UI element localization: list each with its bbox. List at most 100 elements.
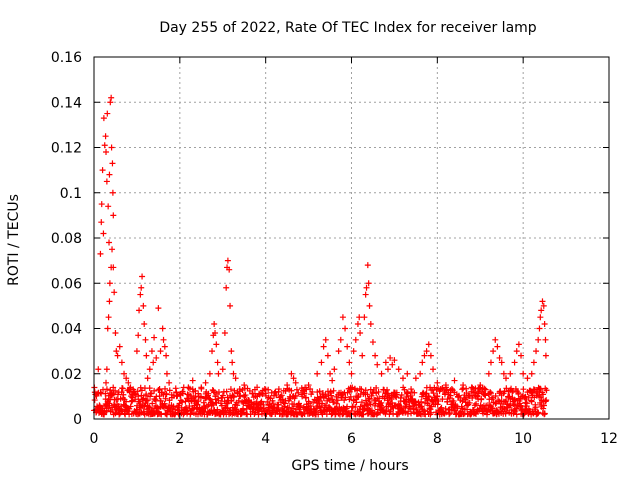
x-axis-label: GPS time / hours — [291, 458, 408, 474]
axis-ticks — [93, 56, 610, 420]
data-point — [232, 375, 239, 382]
band-point — [531, 386, 538, 393]
band-point — [532, 404, 539, 411]
data-point — [219, 366, 226, 373]
y-tick-label: 0.06 — [51, 276, 82, 292]
data-point — [425, 341, 432, 348]
band-point — [373, 411, 380, 418]
x-tick-label: 2 — [175, 431, 184, 447]
band-point — [219, 392, 226, 399]
data-point — [97, 250, 104, 257]
data-point — [114, 352, 121, 359]
band-point — [195, 390, 202, 397]
data-point — [224, 257, 231, 264]
data-point — [391, 357, 398, 364]
data-point — [498, 359, 505, 366]
data-point — [166, 379, 173, 386]
band-point — [482, 392, 489, 399]
chart-title: Day 255 of 2022, Rate Of TEC Index for r… — [159, 20, 536, 36]
band-point — [151, 387, 158, 394]
band-point — [273, 392, 280, 399]
band-point — [158, 411, 165, 418]
data-point — [362, 291, 369, 298]
data-point — [361, 314, 368, 321]
data-point — [109, 160, 116, 167]
data-point — [150, 359, 157, 366]
band-point — [418, 403, 425, 410]
band-point — [373, 384, 380, 391]
band-point — [434, 393, 441, 400]
band-point — [297, 402, 304, 409]
band-point — [237, 393, 244, 400]
data-point — [352, 336, 359, 343]
band-point — [132, 396, 139, 403]
data-point — [113, 348, 120, 355]
band-point — [385, 390, 392, 397]
band-point — [242, 392, 249, 399]
band-point — [358, 386, 365, 393]
data-point — [198, 384, 205, 391]
data-point — [513, 348, 520, 355]
band-point — [473, 400, 480, 407]
band-point — [540, 405, 547, 412]
data-point — [500, 370, 507, 377]
band-point — [162, 385, 169, 392]
data-point — [485, 370, 492, 377]
x-tick-label: 4 — [261, 431, 270, 447]
data-point — [213, 341, 220, 348]
band-point — [358, 399, 365, 406]
data-point — [228, 348, 235, 355]
band-point — [434, 401, 441, 408]
data-point — [374, 361, 381, 368]
data-point — [110, 264, 117, 271]
data-point — [141, 320, 148, 327]
band-point — [341, 397, 348, 404]
x-tick-label: 8 — [433, 431, 442, 447]
band-point — [407, 392, 414, 399]
data-point — [395, 366, 402, 373]
data-point — [442, 382, 449, 389]
data-point — [262, 386, 269, 393]
data-point — [110, 212, 117, 219]
band-point — [131, 390, 138, 397]
data-point — [290, 375, 297, 382]
data-point — [451, 377, 458, 384]
band-point — [112, 387, 119, 394]
band-point — [403, 393, 410, 400]
band-point — [362, 387, 369, 394]
data-point — [127, 384, 134, 391]
band-point — [482, 386, 489, 393]
band-point — [448, 385, 455, 392]
band-point — [540, 402, 547, 409]
band-point — [166, 387, 173, 394]
data-point — [106, 239, 113, 246]
band-point — [502, 410, 509, 417]
band-point — [523, 400, 530, 407]
y-tick-label: 0 — [73, 412, 82, 428]
data-point — [99, 167, 106, 174]
data-point — [153, 354, 160, 361]
band-point — [528, 398, 535, 405]
data-point — [518, 352, 525, 359]
data-point — [365, 280, 372, 287]
data-point — [389, 361, 396, 368]
data-point — [106, 280, 113, 287]
band-point — [411, 389, 418, 396]
band-point — [543, 397, 550, 404]
data-point — [103, 366, 110, 373]
data-point — [221, 330, 228, 337]
data-point — [348, 370, 355, 377]
band-point — [293, 386, 300, 393]
band-point — [146, 404, 153, 411]
data-point — [542, 336, 549, 343]
data-point — [327, 370, 334, 377]
data-point — [214, 359, 221, 366]
band-point — [480, 410, 487, 417]
data-point — [112, 330, 119, 337]
band-point — [146, 385, 153, 392]
data-point — [507, 370, 514, 377]
data-point — [163, 352, 170, 359]
data-point — [140, 302, 147, 309]
data-point — [151, 334, 158, 341]
data-point — [359, 352, 366, 359]
